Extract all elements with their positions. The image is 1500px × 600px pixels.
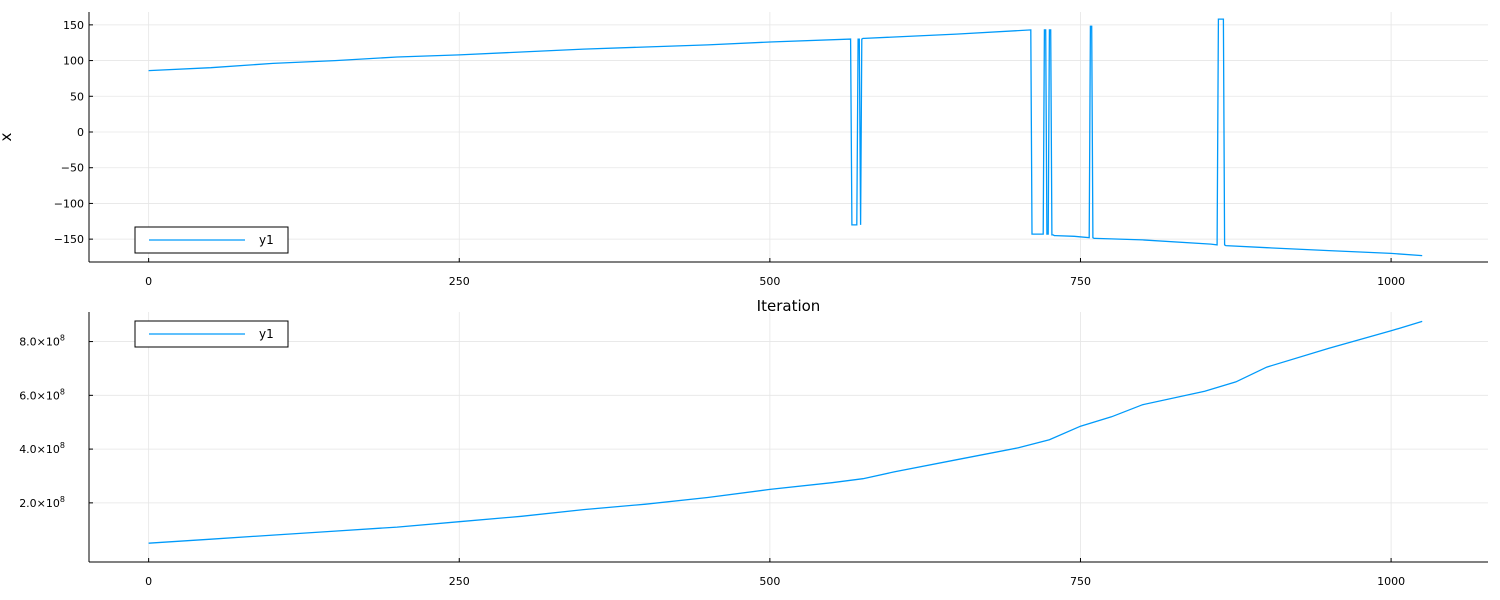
x-tick-label: 500 bbox=[759, 275, 780, 288]
x-axis-title: Iteration bbox=[757, 297, 821, 315]
y-tick-label: 4.0×108 bbox=[19, 441, 65, 456]
x-tick-label: 500 bbox=[759, 575, 780, 588]
x-tick-label: 750 bbox=[1070, 575, 1091, 588]
y-tick-label: 150 bbox=[63, 19, 84, 32]
x-tick-label: 750 bbox=[1070, 275, 1091, 288]
legend-label: y1 bbox=[259, 233, 274, 247]
y-tick-label: −150 bbox=[54, 233, 84, 246]
x-tick-label: 250 bbox=[449, 575, 470, 588]
series-line-y1 bbox=[148, 18, 1423, 257]
y-tick-label: 50 bbox=[70, 90, 84, 103]
x-tick-label: 0 bbox=[145, 575, 152, 588]
y-tick-label: 0 bbox=[77, 126, 84, 139]
y-tick-label: 6.0×108 bbox=[19, 387, 65, 402]
y-tick-label: 100 bbox=[63, 55, 84, 68]
x-tick-label: 250 bbox=[449, 275, 470, 288]
x-tick-label: 0 bbox=[145, 275, 152, 288]
y-tick-label: −50 bbox=[61, 162, 84, 175]
legend-label: y1 bbox=[259, 327, 274, 341]
series-line-y1 bbox=[148, 320, 1423, 544]
x-tick-label: 1000 bbox=[1377, 275, 1405, 288]
y-tick-label: 2.0×108 bbox=[19, 495, 65, 510]
bottom-plot-panel: 0 250 500 750 1000 2.0×108 4.0×108 6.0×108 8.0×1… bbox=[19, 312, 1488, 588]
y-axis-title: x bbox=[0, 132, 15, 141]
y-tick-label: 8.0×108 bbox=[19, 334, 65, 349]
y-tick-label: −100 bbox=[54, 197, 84, 210]
top-plot-panel: 0 250 500 750 1000 −150 −100 −50 0 50 100 150 Iterat… bbox=[0, 12, 1488, 315]
x-tick-label: 1000 bbox=[1377, 575, 1405, 588]
